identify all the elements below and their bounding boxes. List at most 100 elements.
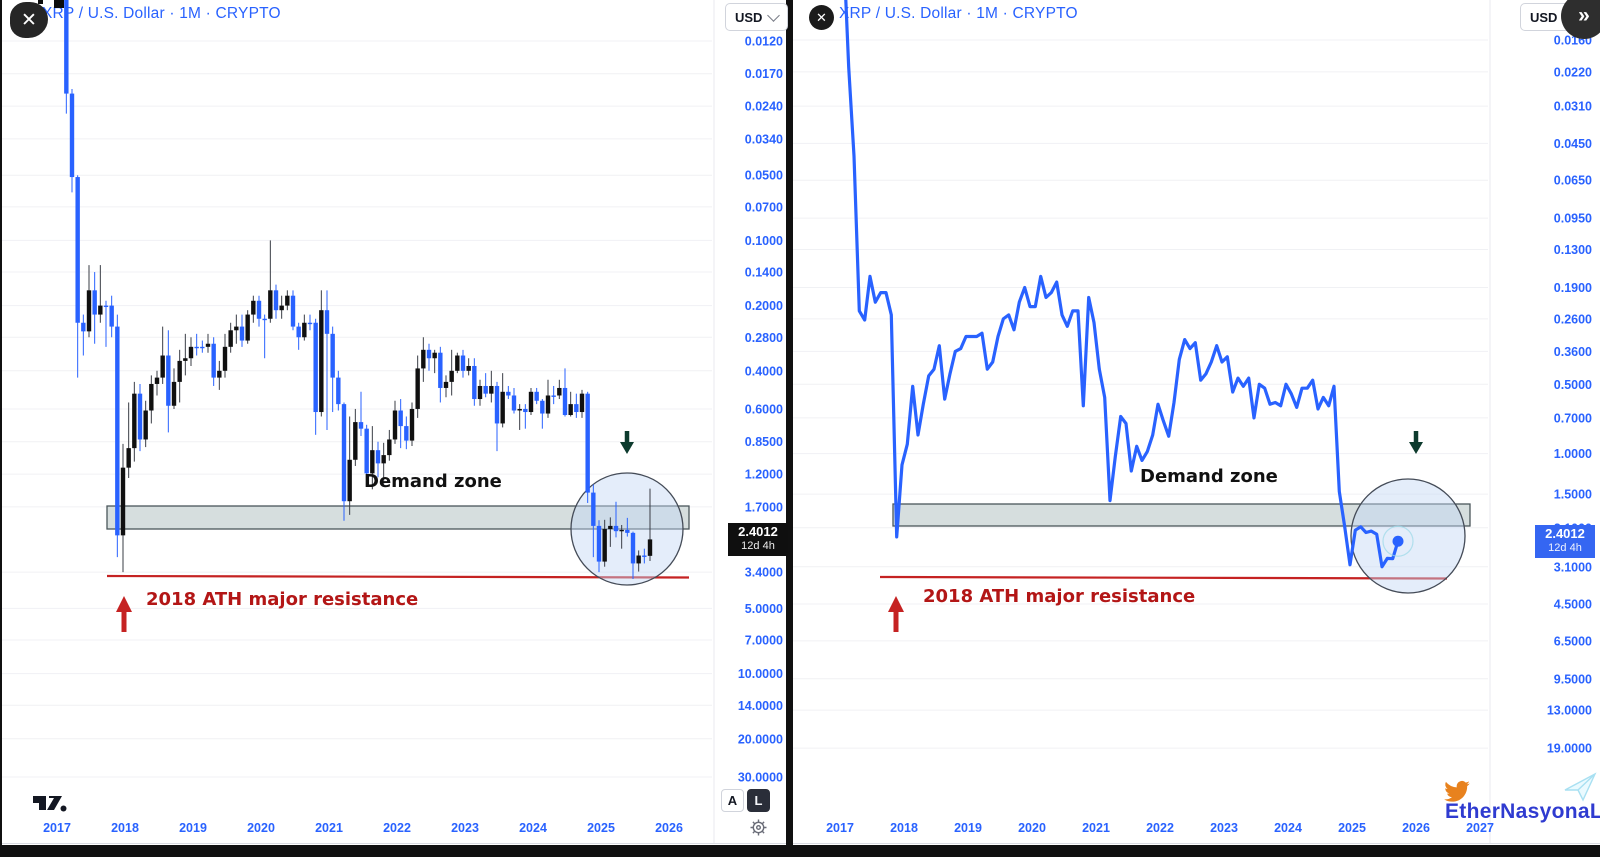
price-tick-label: 4.5000 <box>1554 598 1592 612</box>
price-tick-label: 30.0000 <box>738 770 783 784</box>
price-tick-label: 0.2800 <box>745 331 783 345</box>
price-tick-label: 0.5000 <box>1554 378 1592 392</box>
window-bottom-edge <box>0 845 1600 857</box>
chart-pane-candlestick[interactable]: 0.0120 0.0170 0.0240 0.0340 0.0500 0.0700 0.10… <box>2 0 789 845</box>
price-tick-label: 5.0000 <box>745 602 783 616</box>
year-tick-label: 2017 <box>826 821 854 835</box>
demand-zone-label-right: Demand zone <box>1140 466 1278 487</box>
price-tick-label: 6.5000 <box>1554 634 1592 648</box>
price-tick-label: 0.0340 <box>745 132 783 146</box>
ath-resistance-label-left: 2018 ATH major resistance <box>146 589 419 610</box>
down-arrow-icon <box>1409 431 1423 454</box>
ath-resistance-label-right: 2018 ATH major resistance <box>923 586 1196 607</box>
line-chart-canvas[interactable]: 0.01600.02200.03100.04500.06500.09500.13… <box>793 0 1600 845</box>
year-tick-label: 2019 <box>954 821 982 835</box>
year-tick-label: 2024 <box>1274 821 1302 835</box>
year-tick-label: 2018 <box>111 821 139 835</box>
toolbar-remnant-mark <box>38 0 43 4</box>
price-tick-label: 0.0500 <box>745 169 783 183</box>
symbol-header-right[interactable]: XRP / U.S. Dollar · 1M · CRYPTO <box>839 5 1078 22</box>
current-price-label-right: 2.4012 12d 4h <box>1535 524 1595 558</box>
price-tick-label: 0.7000 <box>1554 411 1592 425</box>
year-tick-label: 2027 <box>1466 821 1494 835</box>
demand-zone-band <box>892 503 1471 527</box>
year-tick-label: 2017 <box>43 821 71 835</box>
price-tick-label: 0.0650 <box>1554 174 1592 188</box>
current-price-dot <box>1392 535 1404 547</box>
price-tick-label: 13.0000 <box>1547 704 1592 718</box>
price-tick-label: 0.0240 <box>745 100 783 114</box>
price-tick-label: 0.1300 <box>1554 243 1592 257</box>
price-tick-label: 0.1900 <box>1554 281 1592 295</box>
year-tick-label: 2026 <box>1402 821 1430 835</box>
up-arrow-icon <box>888 596 904 632</box>
collapse-panel-button[interactable]: » <box>1561 0 1600 39</box>
price-tick-label: 0.4000 <box>745 364 783 378</box>
chevron-down-icon <box>767 9 781 22</box>
year-tick-label: 2022 <box>1146 821 1174 835</box>
toolbar-remnant-mark <box>54 0 64 8</box>
price-tick-label: 0.3600 <box>1554 345 1592 359</box>
auto-scale-button[interactable]: A <box>721 789 744 812</box>
price-tick-label: 0.6000 <box>745 402 783 416</box>
price-tick-label: 0.1400 <box>745 266 783 280</box>
year-tick-label: 2024 <box>519 821 547 835</box>
up-arrow-icon <box>116 596 132 632</box>
year-tick-label: 2025 <box>1338 821 1366 835</box>
price-tick-label: 19.0000 <box>1547 742 1592 756</box>
price-tick-label: 1.2000 <box>745 468 783 482</box>
price-tick-label: 0.0700 <box>745 200 783 214</box>
symbol-header-left[interactable]: XRP / U.S. Dollar · 1M · CRYPTO <box>42 5 281 22</box>
year-tick-label: 2022 <box>383 821 411 835</box>
price-line-series <box>844 0 1414 569</box>
currency-dropdown-label: USD <box>1530 9 1558 25</box>
log-scale-button[interactable]: L <box>747 789 770 812</box>
demand-zone-band <box>106 505 690 530</box>
price-tick-label: 3.1000 <box>1554 560 1592 574</box>
highlight-circle <box>1350 478 1466 594</box>
pane-divider <box>786 0 793 845</box>
year-tick-label: 2026 <box>655 821 683 835</box>
price-tick-label: 0.0220 <box>1554 65 1592 79</box>
ath-resistance-line <box>879 575 1448 580</box>
price-tick-label: 1.5000 <box>1554 488 1592 502</box>
price-tick-label: 0.1000 <box>745 234 783 248</box>
candlestick-chart-canvas[interactable]: 0.0120 0.0170 0.0240 0.0340 0.0500 0.0700 0.10… <box>2 0 788 845</box>
price-tick-label: 0.8500 <box>745 435 783 449</box>
demand-zone-label-left: Demand zone <box>364 471 502 492</box>
down-arrow-icon <box>620 431 634 454</box>
price-tick-label: 10.0000 <box>738 667 783 681</box>
candlestick-series <box>64 0 653 580</box>
price-tick-label: 1.7000 <box>745 500 783 514</box>
chart-pane-line[interactable]: 0.0160 0.0220 0.0310 0.0450 0.0650 0.0950 0.13… <box>793 0 1600 845</box>
currency-dropdown-left[interactable]: USD <box>725 3 789 31</box>
price-tick-label: 3.4000 <box>745 566 783 580</box>
price-tick-label: 20.0000 <box>738 732 783 746</box>
price-tick-label: 1.0000 <box>1554 447 1592 461</box>
close-icon[interactable]: ✕ <box>809 5 834 30</box>
year-tick-label: 2020 <box>1018 821 1046 835</box>
price-tick-label: 0.2600 <box>1554 312 1592 326</box>
close-icon[interactable]: ✕ <box>10 2 48 38</box>
window-left-edge <box>0 0 2 845</box>
price-tick-label: 0.0310 <box>1554 100 1592 114</box>
bar-countdown: 12d 4h <box>1548 541 1582 554</box>
year-tick-label: 2021 <box>315 821 343 835</box>
price-tick-label: 0.0170 <box>745 67 783 81</box>
year-tick-label: 2021 <box>1082 821 1110 835</box>
price-tick-label: 0.2000 <box>745 299 783 313</box>
current-price-label-left: 2.4012 12d 4h <box>728 522 788 556</box>
year-tick-label: 2019 <box>179 821 207 835</box>
price-tick-label: 0.0450 <box>1554 137 1592 151</box>
current-price-value: 2.4012 <box>1545 525 1585 541</box>
tradingview-logo[interactable] <box>32 795 74 814</box>
price-tick-label: 0.0120 <box>745 34 783 48</box>
twitter-bird-icon <box>1444 780 1470 802</box>
watermark-handle: EtherNasyonaL <box>1445 800 1600 823</box>
price-tick-label: 14.0000 <box>738 699 783 713</box>
bar-countdown: 12d 4h <box>741 539 775 552</box>
double-chevron-right-icon: » <box>1578 4 1590 27</box>
axis-settings-gear-icon[interactable] <box>749 818 768 837</box>
year-tick-label: 2020 <box>247 821 275 835</box>
ath-resistance-line <box>106 574 690 579</box>
